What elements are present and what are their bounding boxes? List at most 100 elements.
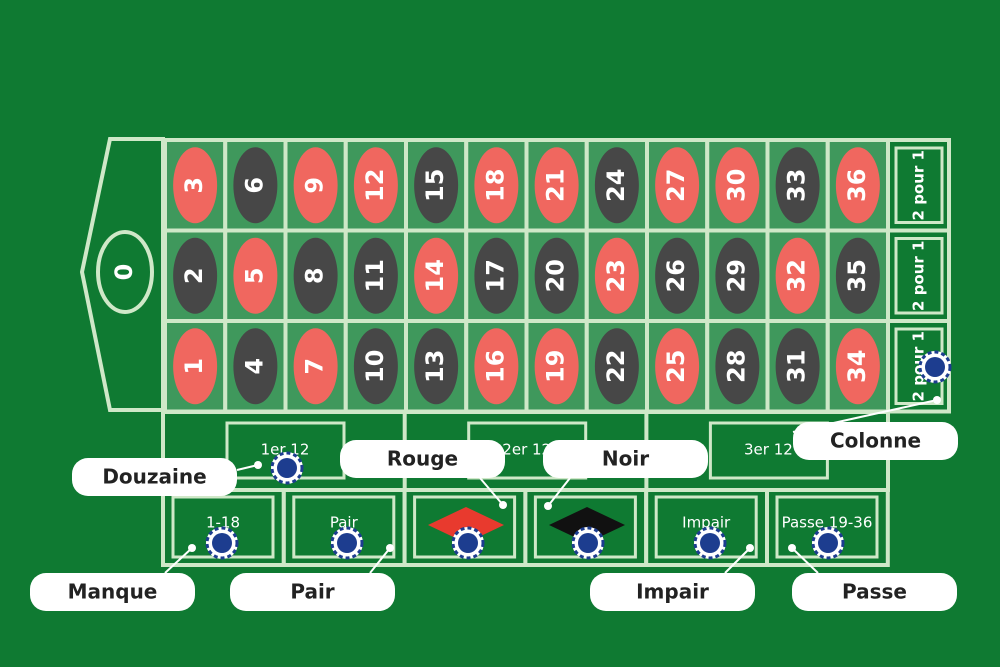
callout-label: Impair: [636, 580, 709, 604]
callout-dot: [746, 544, 754, 552]
column-cell: [886, 138, 951, 233]
number-label: 14: [421, 259, 449, 292]
callout-label: Passe: [842, 580, 907, 604]
chip-ring: [811, 526, 845, 560]
number-pocket: [233, 328, 278, 405]
black-diamond: [549, 507, 625, 543]
callout-label: Pair: [290, 580, 334, 604]
callout-box: [590, 573, 755, 611]
callout-dot: [386, 544, 394, 552]
chip-core: [458, 533, 478, 553]
number-label: 7: [301, 358, 329, 375]
number-pocket: [835, 328, 880, 405]
number-label: 8: [301, 267, 329, 284]
number-label: 21: [542, 169, 570, 202]
callout-pointer: [479, 477, 504, 506]
chip-ring: [571, 526, 605, 560]
callout-label: Douzaine: [102, 465, 206, 489]
chip-ring: [270, 451, 304, 485]
red-diamond: [428, 507, 504, 543]
chip-core: [578, 533, 598, 553]
number-label: 12: [361, 169, 389, 202]
number-label: 15: [421, 169, 449, 202]
number-pocket: [474, 237, 519, 314]
callout-box: [792, 573, 957, 611]
chip-core: [818, 533, 838, 553]
callout-pointer: [791, 547, 819, 574]
callout-pointer: [724, 547, 751, 574]
number-label: 19: [542, 350, 570, 383]
number-pocket: [353, 328, 398, 405]
chip-ring: [918, 350, 952, 384]
number-label: 3: [180, 177, 208, 194]
column-cell: [886, 319, 951, 414]
callout-label: Rouge: [387, 447, 458, 471]
callout-box: [230, 573, 395, 611]
number-label: 33: [783, 169, 811, 202]
number-label: 4: [240, 358, 268, 375]
number-pocket: [835, 237, 880, 314]
zero-ellipse: [96, 230, 154, 314]
column-box: [894, 237, 944, 315]
number-label: 36: [843, 169, 871, 202]
number-label: 1: [180, 358, 208, 375]
number-label: 2: [180, 267, 208, 284]
dozen-label: 1er 12: [261, 441, 310, 459]
number-label: 25: [662, 350, 690, 383]
number-pocket: [173, 328, 218, 405]
bet-label: Pair: [330, 514, 359, 532]
callout-dot: [499, 501, 507, 509]
callout-label: Colonne: [830, 429, 921, 453]
number-pocket: [293, 147, 338, 224]
number-pocket: [353, 147, 398, 224]
callout-box: [30, 573, 195, 611]
number-pocket: [414, 147, 459, 224]
callout-box: [340, 440, 505, 478]
callout-dot: [933, 396, 941, 404]
number-label: 29: [722, 259, 750, 292]
chip-core: [700, 533, 720, 553]
callout-pointer: [369, 547, 391, 574]
column-label: 2 pour 1: [910, 241, 928, 311]
callout-dot: [788, 544, 796, 552]
number-label: 5: [240, 267, 268, 284]
number-pocket: [715, 147, 760, 224]
callout-label: Manque: [68, 580, 158, 604]
number-label: 32: [783, 259, 811, 292]
number-pocket: [534, 328, 579, 405]
number-pocket: [173, 147, 218, 224]
chip-ring: [205, 526, 239, 560]
bet-label: Impair: [682, 514, 731, 532]
number-label: 16: [481, 350, 509, 383]
callout-dot: [188, 544, 196, 552]
number-pocket: [414, 237, 459, 314]
number-pocket: [594, 328, 639, 405]
number-label: 26: [662, 259, 690, 292]
callout-dot: [254, 461, 262, 469]
chip-core: [925, 357, 945, 377]
dozen-label: 3er 12: [744, 441, 793, 459]
number-label: 9: [301, 177, 329, 194]
number-pocket: [353, 237, 398, 314]
number-label: 27: [662, 169, 690, 202]
chip-core: [277, 458, 297, 478]
number-label: 20: [542, 259, 570, 292]
callout-box: [543, 440, 708, 478]
number-pocket: [414, 328, 459, 405]
number-pocket: [474, 147, 519, 224]
number-label: 6: [240, 177, 268, 194]
number-pocket: [233, 237, 278, 314]
number-label: 34: [843, 350, 871, 383]
callout-pointer: [164, 547, 193, 574]
number-pocket: [173, 237, 218, 314]
number-pocket: [233, 147, 278, 224]
chip-core: [337, 533, 357, 553]
chip-ring: [330, 526, 364, 560]
number-label: 28: [722, 350, 750, 383]
number-label: 31: [783, 350, 811, 383]
callout-box: [793, 422, 958, 460]
number-pocket: [775, 147, 820, 224]
column-label: 2 pour 1: [910, 150, 928, 220]
